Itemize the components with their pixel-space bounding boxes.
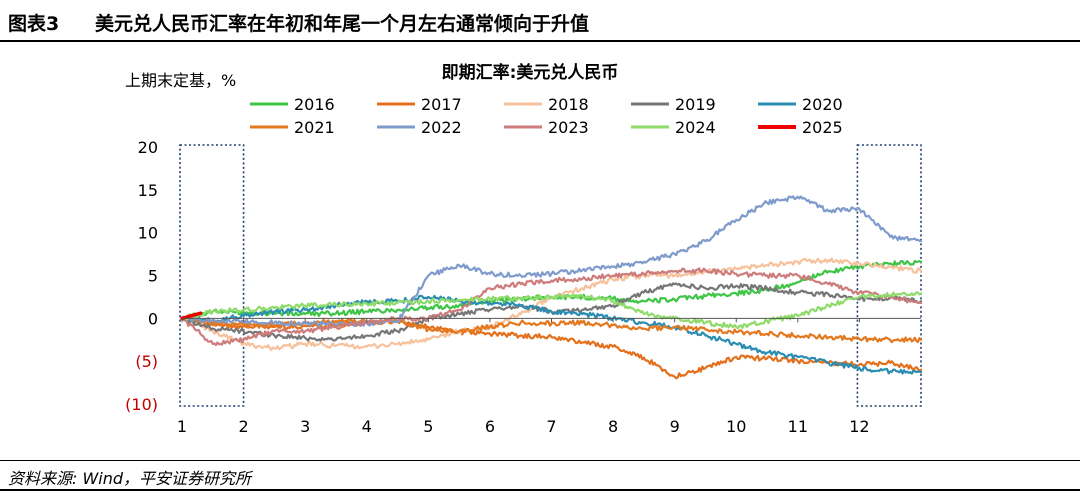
legend: 2016 2017 2018 2019 2020 2021 2022 2023 2024 2025 — [250, 95, 843, 137]
legend-label-2021: 2021 — [294, 118, 335, 137]
chart: 即期汇率:美元兑人民币 上期末定基，% 2016 2017 2018 2019 2020… — [125, 62, 923, 436]
figure-number: 图表3 — [8, 13, 60, 35]
legend-label-2022: 2022 — [421, 118, 462, 137]
legend-label-2016: 2016 — [294, 95, 335, 114]
legend-label-2024: 2024 — [675, 118, 716, 137]
x-tick-label: 8 — [608, 417, 618, 436]
series-line-2017 — [180, 317, 923, 380]
highlight-box-2 — [856, 144, 922, 407]
series-line-2023 — [180, 267, 923, 347]
x-tick-label: 9 — [670, 417, 680, 436]
legend-label-2020: 2020 — [802, 95, 843, 114]
highlight-box-1 — [179, 144, 245, 407]
x-tick-label: 1 — [177, 417, 187, 436]
y-tick-label: (10) — [125, 395, 158, 414]
series-line-2025 — [180, 311, 203, 321]
y-tick-label: 5 — [148, 267, 158, 286]
y-tick-label: 20 — [138, 138, 158, 157]
legend-label-2025: 2025 — [802, 118, 843, 137]
footer-rule-bottom — [0, 489, 1080, 491]
series-line-2020 — [180, 294, 923, 375]
y-tick-label: 15 — [138, 181, 158, 200]
x-tick-label: 11 — [788, 417, 808, 436]
footer-rule-top — [0, 460, 1080, 461]
figure-title: 美元兑人民币汇率在年初和年尾一个月左右通常倾向于升值 — [95, 13, 590, 35]
y-tick-label: 10 — [138, 224, 158, 243]
y-axis: 20 15 10 5 0 (5) (10) — [125, 138, 158, 414]
source-note: 资料来源: Wind，平安证券研究所 — [8, 469, 252, 488]
chart-title: 即期汇率:美元兑人民币 — [442, 62, 619, 83]
highlight-boxes — [179, 144, 922, 407]
x-tick-label: 4 — [362, 417, 372, 436]
x-tick-label: 2 — [238, 417, 248, 436]
x-tick-label: 12 — [849, 417, 869, 436]
figure-footer: 资料来源: Wind，平安证券研究所 — [0, 458, 1080, 498]
legend-label-2023: 2023 — [548, 118, 589, 137]
header-rule — [0, 40, 1080, 42]
y-tick-label: (5) — [135, 352, 158, 371]
x-tick-label: 10 — [726, 417, 746, 436]
x-tick-label: 5 — [423, 417, 433, 436]
y-tick-label: 0 — [148, 309, 158, 328]
x-tick-label: 7 — [546, 417, 556, 436]
figure-header: 图表3 美元兑人民币汇率在年初和年尾一个月左右通常倾向于升值 — [0, 0, 1080, 42]
x-tick-label: 6 — [485, 417, 495, 436]
series-line-2024 — [180, 291, 923, 330]
legend-label-2018: 2018 — [548, 95, 589, 114]
legend-label-2017: 2017 — [421, 95, 462, 114]
x-axis: 1 2 3 4 5 6 7 8 9 10 11 12 — [177, 317, 921, 436]
series-lines — [180, 195, 923, 380]
series-line-2022 — [180, 195, 923, 328]
x-tick-label: 3 — [300, 417, 310, 436]
y-axis-label: 上期末定基，% — [125, 71, 236, 90]
legend-label-2019: 2019 — [675, 95, 716, 114]
